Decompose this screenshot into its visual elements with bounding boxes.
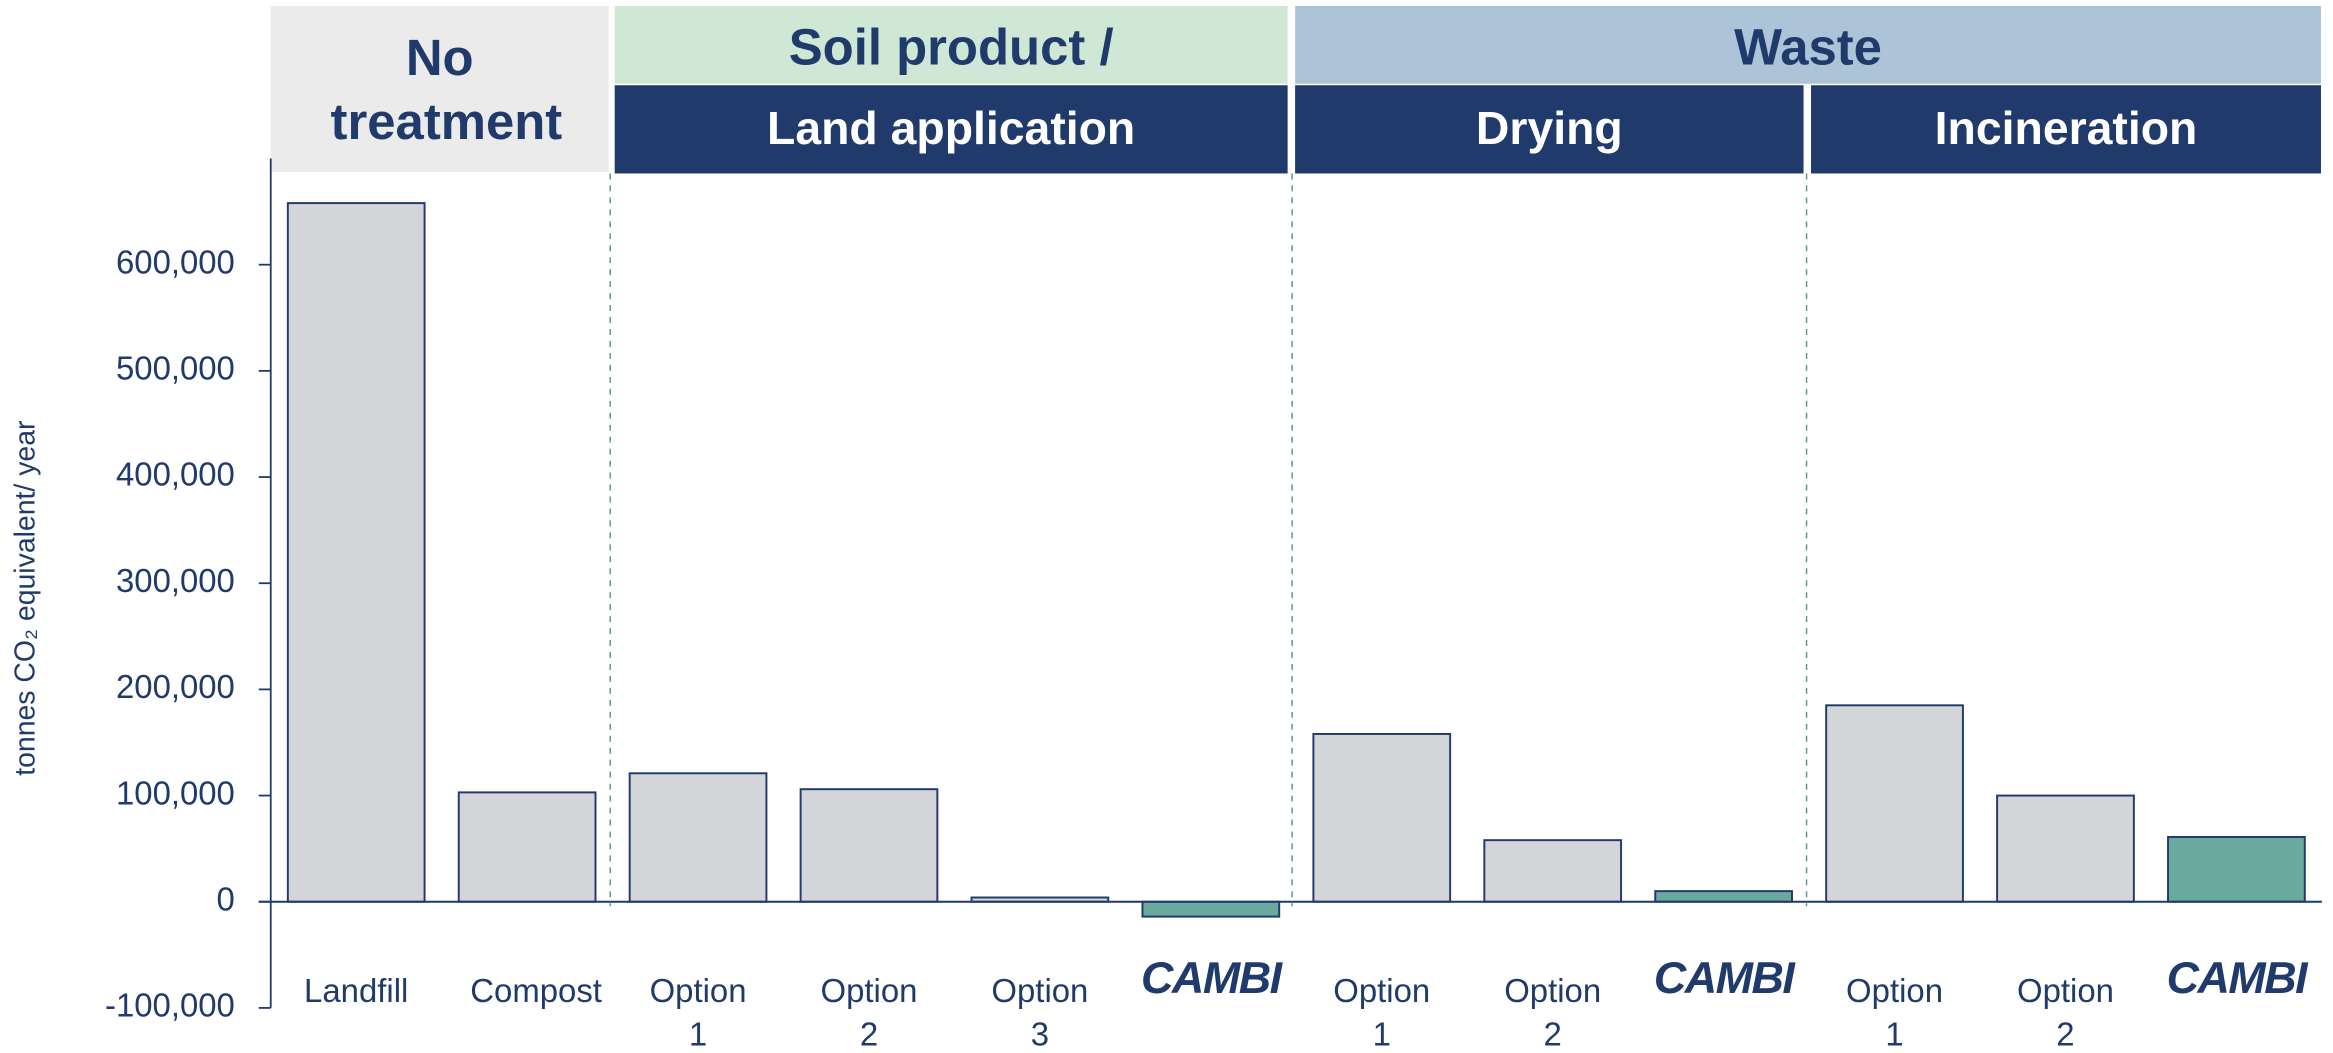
- y-tick-label: 200,000: [116, 668, 235, 705]
- x-tick-label-box: Option 2: [1504, 972, 1602, 1053]
- x-tick-label: CAMBI: [1141, 957, 1282, 1004]
- bar: [1996, 794, 2135, 903]
- x-tick-label: Option 1: [1333, 972, 1431, 1053]
- header-label-box: Waste: [1734, 19, 1882, 77]
- y-axis-label: tonnes CO₂ equivalent/ year: [9, 421, 41, 776]
- x-tick-label-box: Landfill: [304, 972, 409, 1010]
- x-tick-label-box: CAMBI: [1653, 957, 1795, 1004]
- subheader-label: Land application: [767, 102, 1135, 154]
- header-label: Soil product / Fertiliser: [788, 19, 1114, 77]
- y-tick-label: 400,000: [116, 456, 235, 493]
- header-label-box: No treatment: [330, 29, 563, 152]
- x-tick-label: Option 3: [991, 972, 1089, 1053]
- y-tick-label: 300,000: [116, 562, 235, 599]
- x-tick-label-box: Option 2: [820, 972, 918, 1053]
- bar: [1483, 839, 1623, 903]
- subheader-label: Drying: [1476, 102, 1623, 154]
- y-tick-label: 500,000: [116, 350, 235, 387]
- header-label: Waste: [1734, 19, 1882, 77]
- bar: [1825, 704, 1964, 903]
- bar: [457, 791, 597, 903]
- x-tick-label: CAMBI: [2166, 957, 2308, 1004]
- header-box: [270, 5, 609, 172]
- header-box: [614, 5, 1288, 84]
- x-tick-label: Option 1: [1846, 972, 1944, 1053]
- x-tick-label: Option 1: [649, 972, 747, 1053]
- header-label: No treatment: [330, 29, 563, 152]
- x-tick-label: Compost: [470, 972, 602, 1010]
- bar: [1312, 733, 1452, 903]
- x-tick-label: Option 2: [1504, 972, 1602, 1053]
- subheader-box: [614, 85, 1288, 174]
- y-tick-label: 0: [217, 880, 235, 917]
- bar: [799, 788, 939, 903]
- header-label-box: Soil product / Fertiliser: [788, 19, 1114, 77]
- bar: [1654, 890, 1793, 903]
- y-tick-label: 100,000: [116, 774, 235, 811]
- x-tick-label-box: Compost: [470, 972, 602, 1010]
- x-tick-label: CAMBI: [1653, 957, 1795, 1004]
- subheader-box: [1811, 85, 2321, 174]
- y-tick-label: 600,000: [116, 243, 235, 280]
- subheader-label: Incineration: [1935, 102, 2198, 154]
- x-tick-label-box: Option 1: [1333, 972, 1431, 1053]
- header-box: [1295, 5, 2321, 84]
- bar: [1141, 900, 1281, 918]
- bar: [286, 202, 426, 903]
- y-tick-label: -100,000: [105, 987, 235, 1024]
- x-tick-label-box: Option 1: [1846, 972, 1944, 1053]
- subheader-box: [1295, 85, 1804, 174]
- x-tick-label-box: Option 3: [991, 972, 1089, 1053]
- x-tick-label: Option 2: [820, 972, 918, 1053]
- x-tick-label-box: Option 1: [649, 972, 747, 1053]
- x-tick-label-box: Option 2: [2016, 972, 2114, 1053]
- x-tick-label-box: CAMBI: [2166, 957, 2308, 1004]
- bar: [628, 772, 768, 903]
- x-tick-label: Option 2: [2016, 972, 2114, 1053]
- x-tick-label: Landfill: [304, 972, 409, 1010]
- x-tick-label-box: CAMBI: [1141, 957, 1282, 1004]
- bar: [2167, 836, 2306, 903]
